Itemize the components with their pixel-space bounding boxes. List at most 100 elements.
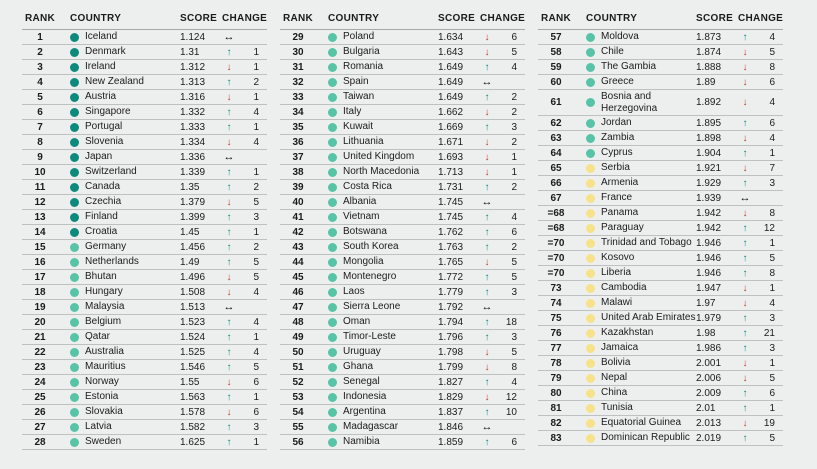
country-name: Croatia bbox=[85, 226, 118, 238]
peace-tier-dot-icon bbox=[70, 242, 79, 252]
score-value: 1.942 bbox=[696, 207, 722, 219]
change-cell: ↑ 3 bbox=[480, 332, 525, 343]
change-cell: ↓ 2 bbox=[480, 107, 525, 118]
score-value: 1.89 bbox=[696, 76, 716, 88]
rank-value: 30 bbox=[292, 46, 304, 58]
table-row: 52 Senegal 1.827 ↑ 4 bbox=[280, 375, 525, 390]
up-arrow-icon: ↑ bbox=[484, 376, 490, 388]
rank-value: 50 bbox=[292, 346, 304, 358]
peace-tier-dot-icon bbox=[586, 133, 595, 143]
peace-tier-dot-icon bbox=[328, 332, 337, 342]
change-cell: ↔ bbox=[480, 196, 525, 208]
score-value: 1.929 bbox=[696, 177, 722, 189]
table-row: 43 South Korea 1.763 ↑ 2 bbox=[280, 240, 525, 255]
up-arrow-icon: ↑ bbox=[226, 361, 232, 373]
peace-tier-dot-icon bbox=[70, 287, 79, 297]
change-value: 1 bbox=[253, 61, 259, 73]
table-row: 62 Jordan 1.895 ↑ 6 bbox=[538, 116, 783, 131]
change-value: 3 bbox=[511, 121, 517, 133]
change-value: 5 bbox=[769, 252, 775, 264]
up-arrow-icon: ↑ bbox=[484, 271, 490, 283]
country-name: Slovakia bbox=[85, 406, 123, 418]
table-row: 75 United Arab Emirates 1.979 ↑ 3 bbox=[538, 311, 783, 326]
change-value: 5 bbox=[511, 46, 517, 58]
change-cell: ↑ 1 bbox=[222, 437, 267, 448]
peace-tier-dot-icon bbox=[586, 418, 595, 428]
up-arrow-icon: ↑ bbox=[226, 436, 232, 448]
table-row: 31 Romania 1.649 ↑ 4 bbox=[280, 60, 525, 75]
both-ways-arrow-icon: ↔ bbox=[223, 31, 235, 43]
score-value: 1.98 bbox=[696, 327, 716, 339]
rank-value: 61 bbox=[550, 97, 562, 108]
peace-tier-dot-icon bbox=[328, 347, 337, 357]
change-cell: ↓ 5 bbox=[738, 373, 783, 384]
change-column-header: CHANGE bbox=[222, 13, 268, 24]
rank-value: 77 bbox=[550, 342, 562, 354]
up-arrow-icon: ↑ bbox=[742, 147, 748, 159]
country-cell: United Arab Emirates bbox=[574, 311, 696, 325]
change-cell: ↑ 1 bbox=[222, 332, 267, 343]
country-cell: Mongolia bbox=[316, 255, 438, 269]
peace-tier-dot-icon bbox=[328, 317, 337, 327]
change-cell: ↑ 4 bbox=[480, 212, 525, 223]
score-value: 1.124 bbox=[180, 31, 206, 43]
peace-tier-dot-icon bbox=[328, 242, 337, 252]
table-row: 11 Canada 1.35 ↑ 2 bbox=[22, 180, 267, 195]
peace-tier-dot-icon bbox=[70, 167, 79, 177]
change-cell: ↓ 5 bbox=[480, 257, 525, 268]
change-column-header: CHANGE bbox=[480, 13, 526, 24]
country-name: Taiwan bbox=[343, 91, 375, 103]
up-arrow-icon: ↑ bbox=[742, 252, 748, 264]
table-header-row: RANK COUNTRY SCORE CHANGE bbox=[280, 10, 525, 30]
up-arrow-icon: ↑ bbox=[484, 316, 490, 328]
down-arrow-icon: ↓ bbox=[742, 97, 748, 108]
country-name: Poland bbox=[343, 31, 375, 43]
country-cell: Hungary bbox=[58, 285, 180, 299]
peace-tier-dot-icon bbox=[70, 107, 79, 117]
country-name: Montenegro bbox=[343, 271, 397, 283]
change-value: 1 bbox=[253, 436, 259, 448]
change-value: 5 bbox=[253, 361, 259, 373]
rank-value: 73 bbox=[550, 282, 562, 294]
change-cell: ↑ 5 bbox=[222, 362, 267, 373]
country-name: Bosnia and Herzegovina bbox=[601, 91, 658, 114]
country-column-header: COUNTRY bbox=[586, 13, 638, 25]
change-cell: ↑ 2 bbox=[222, 77, 267, 88]
peace-tier-dot-icon bbox=[328, 362, 337, 372]
down-arrow-icon: ↓ bbox=[484, 256, 490, 268]
country-name: Timor-Leste bbox=[343, 331, 396, 343]
change-cell: ↔ bbox=[480, 421, 525, 433]
table-row: 2 Denmark 1.31 ↑ 1 bbox=[22, 45, 267, 60]
peace-tier-dot-icon bbox=[328, 107, 337, 117]
table-row: 64 Cyprus 1.904 ↑ 1 bbox=[538, 146, 783, 161]
country-cell: Mauritius bbox=[58, 360, 180, 374]
country-cell: Tunisia bbox=[574, 401, 696, 415]
down-arrow-icon: ↓ bbox=[226, 286, 232, 298]
peace-tier-dot-icon bbox=[70, 422, 79, 432]
change-cell: ↓ 1 bbox=[480, 152, 525, 163]
table-row: 59 The Gambia 1.888 ↓ 8 bbox=[538, 60, 783, 75]
up-arrow-icon: ↑ bbox=[226, 211, 232, 223]
rank-value: 74 bbox=[550, 297, 562, 309]
change-value: 6 bbox=[253, 406, 259, 418]
country-cell: Italy bbox=[316, 105, 438, 119]
table-row: 66 Armenia 1.929 ↑ 3 bbox=[538, 176, 783, 191]
table-row: 27 Latvia 1.582 ↑ 3 bbox=[22, 420, 267, 435]
score-value: 1.792 bbox=[438, 301, 464, 313]
rank-value: 58 bbox=[550, 46, 562, 58]
up-arrow-icon: ↑ bbox=[226, 391, 232, 403]
change-value: 19 bbox=[763, 417, 775, 429]
peace-tier-dot-icon bbox=[328, 422, 337, 432]
country-cell: Botswana bbox=[316, 225, 438, 239]
peace-tier-dot-icon bbox=[586, 283, 595, 293]
up-arrow-icon: ↑ bbox=[484, 61, 490, 73]
peace-tier-dot-icon bbox=[328, 62, 337, 72]
country-name: Sweden bbox=[85, 436, 122, 448]
change-value: 8 bbox=[769, 207, 775, 219]
up-arrow-icon: ↑ bbox=[742, 387, 748, 399]
score-value: 1.97 bbox=[696, 297, 716, 309]
score-value: 1.669 bbox=[438, 121, 464, 133]
change-cell: ↑ 3 bbox=[480, 122, 525, 133]
rank-column-header: RANK bbox=[540, 13, 572, 24]
table-row: 35 Kuwait 1.669 ↑ 3 bbox=[280, 120, 525, 135]
